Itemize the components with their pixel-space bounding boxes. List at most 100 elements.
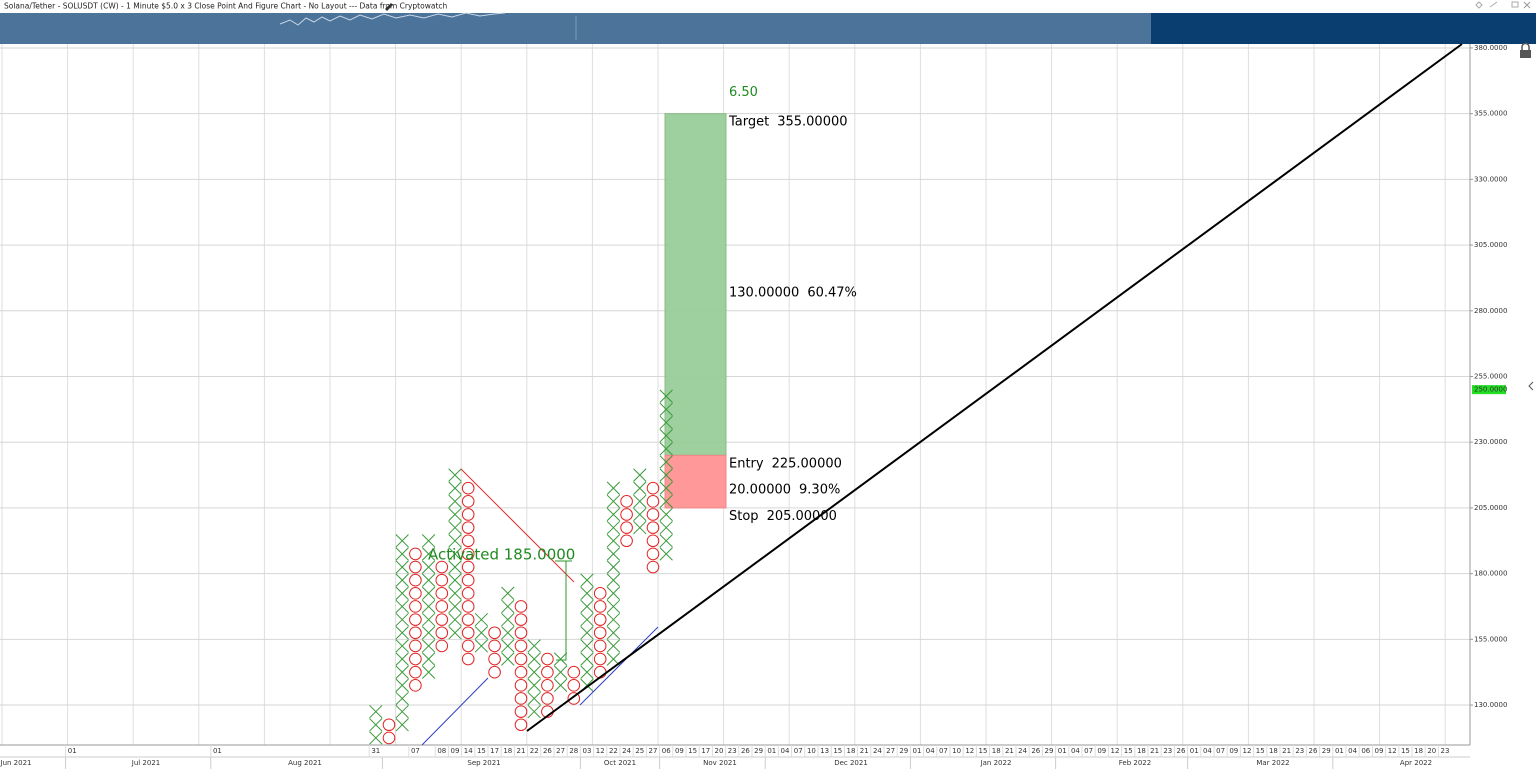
- x-tick-label: 01: [1335, 747, 1344, 755]
- x-box: [659, 520, 673, 535]
- lock-icon[interactable]: [1520, 42, 1531, 59]
- x-tick-label: 09: [1229, 747, 1238, 755]
- x-tick-label: 21: [517, 747, 526, 755]
- o-box: [409, 560, 422, 574]
- x-box: [606, 481, 621, 495]
- o-box: [488, 639, 501, 653]
- o-box: [541, 692, 554, 705]
- lock-shackle: [1521, 42, 1530, 50]
- risk-label-name: 20.00000: [729, 482, 791, 497]
- risk-label: 20.00000 9.30%: [729, 482, 840, 497]
- o-box: [646, 495, 660, 508]
- o-box: [409, 679, 422, 692]
- o-box: [461, 534, 475, 548]
- o-box: [461, 600, 475, 613]
- x-box: [474, 612, 489, 627]
- y-tick-label: 155.0000: [1474, 635, 1507, 643]
- x-box: [527, 665, 541, 679]
- x-box: [580, 626, 594, 640]
- o-box: [409, 639, 422, 653]
- x-tick-label: 26: [1309, 747, 1318, 755]
- x-box: [659, 507, 673, 522]
- y-tick-label: 355.0000: [1474, 110, 1507, 118]
- x-box: [606, 534, 621, 548]
- o-box: [409, 626, 422, 640]
- pin-button[interactable]: [1489, 1, 1498, 8]
- o-box: [461, 560, 475, 574]
- o-box: [382, 718, 396, 732]
- trend-line: [526, 43, 1463, 732]
- x-box: [448, 507, 462, 522]
- o-box: [514, 639, 528, 653]
- target-label-value: 355.00000: [777, 114, 847, 129]
- x-tick-label: 03: [583, 747, 592, 755]
- entry-label-value: 225.00000: [772, 456, 842, 471]
- restore-button[interactable]: [1511, 1, 1519, 8]
- x-box: [659, 494, 673, 508]
- o-box: [514, 692, 528, 705]
- x-tick-label: 31: [371, 747, 380, 755]
- close-button[interactable]: [1523, 1, 1531, 9]
- x-box: [448, 626, 462, 640]
- x-box: [421, 626, 436, 640]
- support-line: [579, 626, 659, 706]
- count-label: 6.50: [729, 85, 758, 100]
- x-box: [395, 678, 409, 692]
- y-tick-label: 330.0000: [1474, 175, 1507, 183]
- x-box: [395, 665, 409, 679]
- collapse-button[interactable]: [1528, 381, 1534, 391]
- x-tick-label: 09: [451, 747, 460, 755]
- x-box: [580, 612, 594, 627]
- x-tick-label: 01: [213, 747, 222, 755]
- x-box: [606, 599, 621, 614]
- o-box: [593, 587, 607, 600]
- x-box: [606, 586, 621, 600]
- x-tick-label: 29: [754, 747, 763, 755]
- o-box: [514, 679, 528, 692]
- x-box: [580, 639, 594, 653]
- x-tick-label: 04: [1348, 747, 1357, 755]
- lock-body: [1520, 50, 1531, 58]
- x-box: [606, 626, 621, 640]
- o-box: [514, 665, 528, 679]
- o-box: [435, 560, 449, 574]
- x-box: [606, 520, 621, 535]
- window-button[interactable]: [1475, 1, 1483, 9]
- x-box: [659, 428, 673, 443]
- x-box: [474, 626, 489, 640]
- x-box: [501, 639, 515, 653]
- x-tick-label: 22: [609, 747, 618, 755]
- o-box: [593, 613, 607, 626]
- chart-title: Solana/Tether - SOLUSDT (CW) - 1 Minute …: [4, 2, 448, 11]
- y-tick-label: 255.0000: [1474, 372, 1507, 380]
- x-tick-label: 23: [728, 747, 737, 755]
- x-box: [395, 718, 409, 732]
- o-box: [567, 665, 581, 679]
- x-box: [448, 481, 462, 495]
- x-tick-label: 09: [1097, 747, 1106, 755]
- edit-icon[interactable]: [385, 3, 393, 11]
- o-box: [409, 573, 422, 587]
- navigator-line: [279, 12, 506, 26]
- month-label: Apr 2022: [1400, 759, 1432, 767]
- x-box: [606, 547, 621, 561]
- x-box: [448, 586, 462, 600]
- o-box: [435, 639, 449, 653]
- x-box: [580, 652, 594, 666]
- x-tick-label: 24: [873, 747, 882, 755]
- x-tick-label: 21: [860, 747, 869, 755]
- reward-label-name: 130.00000: [729, 285, 799, 300]
- x-box: [553, 665, 568, 679]
- x-box: [448, 599, 462, 614]
- x-tick-label: 10: [807, 747, 816, 755]
- x-tick-label: 18: [992, 747, 1001, 755]
- o-box: [567, 679, 581, 692]
- o-box: [435, 600, 449, 613]
- navigator-window[interactable]: [1151, 13, 1536, 44]
- x-box: [448, 534, 462, 548]
- support-line: [421, 677, 489, 746]
- entry-label: Entry 225.00000: [729, 456, 842, 471]
- x-tick-label: 20: [715, 747, 724, 755]
- x-box: [501, 599, 515, 614]
